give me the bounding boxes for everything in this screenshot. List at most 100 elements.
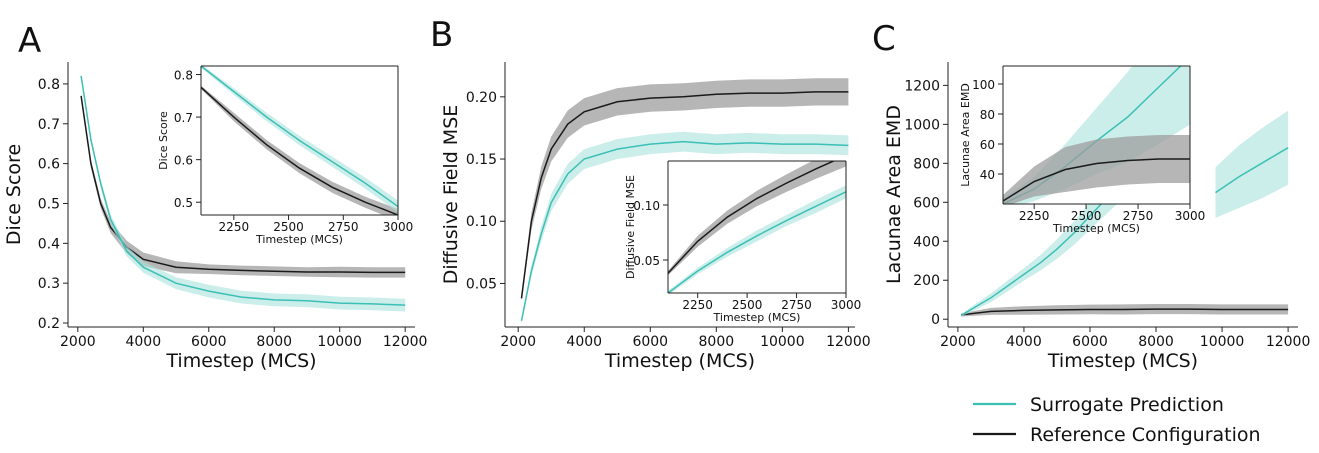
inset-y-axis-label: Lacunae Area EMD <box>959 83 972 187</box>
legend-surrogate-label: Surrogate Prediction <box>1030 394 1224 416</box>
main-y-tick-label: 400 <box>913 234 940 250</box>
main-surrogate-line-0 <box>520 140 849 321</box>
main-x-tick-label: 2000 <box>940 334 976 350</box>
main-y-tick-label: 0.20 <box>466 90 497 106</box>
main-surrogate-band-1 <box>1215 110 1289 218</box>
main-y-axis-label: Diffusive Field MSE <box>440 105 462 285</box>
inset-reference-line-0 <box>201 86 398 215</box>
inset-reference-band-0 <box>201 85 398 215</box>
inset-surrogate-band-0 <box>201 66 398 213</box>
inset-y-tick-label: 60 <box>980 138 995 152</box>
inset-x-tick-label: 2500 <box>273 220 304 234</box>
main-y-tick-label: 0.5 <box>38 196 60 212</box>
main-x-tick-label: 2000 <box>500 334 536 350</box>
main-y-tick-label: 0.6 <box>38 157 60 173</box>
main-x-axis-label: Timestep (MCS) <box>165 350 316 372</box>
main-y-tick-label: 200 <box>913 273 940 289</box>
inset-x-axis-label: Timestep (MCS) <box>255 233 343 246</box>
main-y-tick-label: 1200 <box>904 78 940 94</box>
main-y-tick-label: 0.05 <box>466 276 497 292</box>
inset-x-tick-label: 3000 <box>1175 209 1206 223</box>
inset-y-tick-label: 0.7 <box>174 111 193 125</box>
main-reference-band-0 <box>961 304 1289 317</box>
inset-reference-band-0 <box>668 161 846 276</box>
inset-y-axis-label: Dice Score <box>157 111 170 170</box>
inset-y-tick-label: 40 <box>980 168 995 182</box>
main-y-tick-label: 0.4 <box>38 236 60 252</box>
panel-a: 2000 4000 6000 8000 10000 12000 0.2 0.3 0.4 0.5 0.… <box>3 62 427 372</box>
main-x-tick-label: 12000 <box>383 334 428 350</box>
inset-c: 2250 2500 2750 3000 40 60 80 100 Timestep (MCS) L… <box>959 65 1206 235</box>
panel-letter-b: B <box>430 15 453 55</box>
main-surrogate-line-0 <box>80 75 406 306</box>
main-x-tick-label: 8000 <box>699 334 735 350</box>
main-y-tick-label: 1000 <box>904 117 940 133</box>
inset-a: 2250 2500 2750 3000 0.5 0.6 0.7 0.8 Timestep (MC… <box>157 65 414 246</box>
main-x-axis-label: Timestep (MCS) <box>1047 350 1198 372</box>
main-y-tick-label: 600 <box>913 195 940 211</box>
main-reference-line-0 <box>80 95 406 274</box>
inset-x-axis-label: Timestep (MCS) <box>1052 222 1140 235</box>
main-y-tick-label: 0.2 <box>38 316 60 332</box>
inset-y-tick-label: 0.8 <box>174 69 193 83</box>
inset-surrogate-band-0 <box>668 185 846 293</box>
main-x-tick-label: 4000 <box>566 334 602 350</box>
main-y-axis-label: Lacunae Area EMD <box>883 105 905 284</box>
inset-x-tick-label: 2750 <box>781 298 812 312</box>
main-y-tick-label: 0.8 <box>38 77 60 93</box>
inset-y-tick-label: 0.6 <box>174 154 193 168</box>
main-y-tick-label: 0.3 <box>38 276 60 292</box>
panel-b: 2000 4000 6000 8000 10000 12000 0.05 0.10 0.15 0.… <box>440 62 871 372</box>
main-x-axis-label: Timestep (MCS) <box>604 350 755 372</box>
inset-reference-band-0 <box>1003 135 1190 204</box>
main-y-axis-label: Dice Score <box>3 144 25 245</box>
inset-x-tick-label: 2750 <box>328 220 359 234</box>
main-x-tick-label: 6000 <box>632 334 668 350</box>
legend: Surrogate Prediction Reference Configura… <box>973 394 1261 446</box>
main-x-tick-label: 4000 <box>125 334 161 350</box>
inset-y-tick-label: 0.5 <box>174 196 193 210</box>
main-x-tick-label: 2000 <box>60 334 96 350</box>
inset-y-tick-label: 0.05 <box>633 254 660 268</box>
main-y-tick-label: 0.7 <box>38 117 60 133</box>
main-x-tick-label: 6000 <box>191 334 227 350</box>
main-y-tick-label: 0.10 <box>466 214 497 230</box>
main-x-tick-label: 12000 <box>1266 334 1311 350</box>
main-x-tick-label: 6000 <box>1072 334 1108 350</box>
inset-y-tick-label: 80 <box>980 108 995 122</box>
inset-b: 2250 2500 2750 3000 0.05 0.10 Timestep (MCS) Di… <box>624 160 862 324</box>
main-x-tick-label: 12000 <box>826 334 871 350</box>
main-surrogate-line-1 <box>1215 147 1289 194</box>
panel-letter-c: C <box>872 19 896 59</box>
inset-surrogate-line-0 <box>668 191 846 293</box>
inset-x-tick-label: 2250 <box>219 220 250 234</box>
inset-reference-line-0 <box>1003 158 1190 202</box>
inset-x-tick-label: 2500 <box>732 298 763 312</box>
main-x-tick-label: 4000 <box>1006 334 1042 350</box>
inset-x-tick-label: 2500 <box>1071 209 1102 223</box>
inset-x-tick-label: 3000 <box>831 298 862 312</box>
main-reference-band-0 <box>521 78 849 301</box>
inset-reference-line-0 <box>668 161 836 274</box>
inset-y-tick-label: 0.10 <box>633 199 660 213</box>
main-x-tick-label: 10000 <box>1200 334 1245 350</box>
legend-reference-label: Reference Configuration <box>1030 424 1261 446</box>
inset-x-axis-label: Timestep (MCS) <box>713 311 801 324</box>
inset-x-tick-label: 2250 <box>682 298 713 312</box>
main-reference-line-0 <box>520 91 849 299</box>
main-surrogate-line-0 <box>960 180 1124 316</box>
inset-x-tick-label: 2250 <box>1019 209 1050 223</box>
inset-y-tick-label: 100 <box>972 78 995 92</box>
inset-x-tick-label: 3000 <box>383 220 414 234</box>
main-x-tick-label: 8000 <box>256 334 292 350</box>
inset-x-tick-label: 2750 <box>1123 209 1154 223</box>
main-reference-line-0 <box>961 308 1289 316</box>
inset-y-axis-label: Diffusive Field MSE <box>624 175 637 279</box>
main-y-tick-label: 0.15 <box>466 152 497 168</box>
main-x-tick-label: 10000 <box>760 334 805 350</box>
inset-surrogate-line-0 <box>201 66 398 208</box>
main-x-tick-label: 10000 <box>317 334 362 350</box>
main-y-tick-label: 0 <box>931 312 940 328</box>
panel-letter-a: A <box>18 21 41 61</box>
